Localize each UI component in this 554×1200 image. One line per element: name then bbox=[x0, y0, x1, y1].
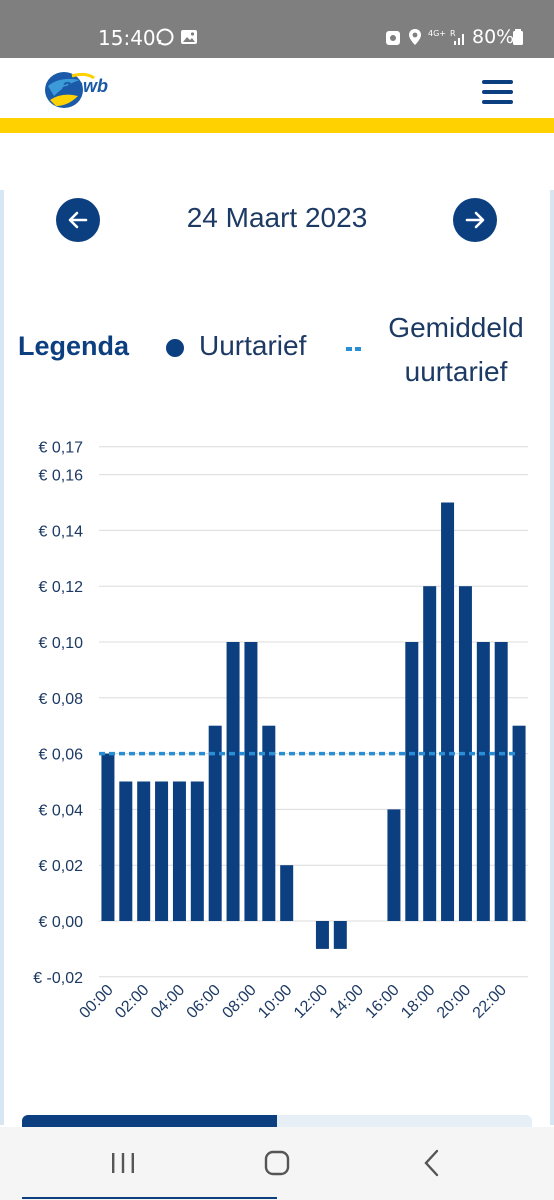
bar[interactable] bbox=[494, 642, 508, 921]
bar[interactable] bbox=[512, 725, 526, 921]
legend-average-label-line1: Gemiddeld bbox=[388, 312, 524, 343]
legend-average-label: Gemiddeld uurtarief bbox=[370, 306, 542, 394]
location-icon bbox=[409, 29, 421, 45]
bar[interactable] bbox=[405, 642, 419, 921]
bar[interactable] bbox=[458, 586, 472, 921]
y-tick-label: € -0,02 bbox=[33, 970, 83, 987]
next-day-button[interactable] bbox=[453, 198, 497, 242]
recent-apps-icon[interactable] bbox=[103, 1147, 143, 1179]
x-tick-label: 00:00 bbox=[76, 982, 116, 1022]
bar[interactable] bbox=[190, 781, 204, 922]
date-label: 24 Maart 2023 bbox=[186, 202, 368, 233]
x-tick-label: 22:00 bbox=[470, 982, 510, 1022]
app-header bbox=[0, 58, 554, 118]
x-tick-label: 14:00 bbox=[327, 982, 367, 1022]
menu-icon-line bbox=[482, 80, 513, 84]
bar[interactable] bbox=[262, 725, 276, 921]
y-tick-label: € 0,10 bbox=[39, 635, 84, 652]
x-tick-label: 12:00 bbox=[291, 982, 331, 1022]
app-notification-icon bbox=[386, 31, 400, 45]
bottom-tab-indicator bbox=[22, 1115, 532, 1127]
bar[interactable] bbox=[315, 921, 329, 949]
content-card bbox=[0, 190, 554, 1125]
x-tick-label: 18:00 bbox=[398, 982, 438, 1022]
legend-average-marker bbox=[346, 347, 362, 351]
x-tick-label: 20:00 bbox=[434, 982, 474, 1022]
y-tick-label: € 0,08 bbox=[39, 691, 84, 708]
back-icon[interactable] bbox=[413, 1147, 453, 1179]
bar[interactable] bbox=[387, 809, 401, 921]
menu-button[interactable] bbox=[480, 78, 516, 106]
y-tick-label: € 0,16 bbox=[39, 468, 84, 485]
x-tick-label: 04:00 bbox=[148, 982, 188, 1022]
y-tick-label: € 0,14 bbox=[39, 523, 84, 540]
system-navigation-bar bbox=[0, 1127, 554, 1200]
previous-day-button[interactable] bbox=[56, 198, 100, 242]
status-bar: 15:40 4G+ R 80% bbox=[0, 0, 554, 58]
menu-icon-line bbox=[482, 100, 513, 104]
signal-icon: 4G+ R bbox=[428, 29, 464, 45]
legend-average-label-line2: uurtarief bbox=[404, 356, 508, 387]
menu-icon-line bbox=[482, 90, 513, 94]
x-tick-label: 08:00 bbox=[219, 982, 259, 1022]
header-accent-bar bbox=[0, 118, 554, 133]
battery-icon bbox=[513, 29, 523, 45]
bar[interactable] bbox=[280, 865, 294, 921]
svg-text:anwb: anwb bbox=[62, 76, 108, 96]
y-tick-label: € 0,12 bbox=[39, 579, 84, 596]
x-tick-label: 10:00 bbox=[255, 982, 295, 1022]
bar[interactable] bbox=[441, 502, 455, 922]
status-time: 15:40 bbox=[98, 26, 156, 50]
y-tick-label: € 0,00 bbox=[39, 914, 84, 931]
bar[interactable] bbox=[476, 642, 490, 921]
battery-percentage: 80% bbox=[472, 26, 515, 48]
svg-text:4G+: 4G+ bbox=[428, 29, 446, 38]
price-bar-chart: € -0,02 € 0,00 € 0,02 € 0,04 € 0,06 € 0,08 € 0… bbox=[33, 440, 528, 1022]
bar[interactable] bbox=[226, 642, 240, 921]
arrow-left-icon bbox=[68, 211, 88, 229]
bar[interactable] bbox=[137, 781, 151, 922]
bar[interactable] bbox=[155, 781, 169, 922]
bar[interactable] bbox=[208, 725, 222, 921]
y-tick-label: € 0,06 bbox=[39, 747, 84, 764]
legend-title: Legenda bbox=[18, 331, 130, 361]
arrow-right-icon bbox=[465, 211, 485, 229]
anwb-logo[interactable]: anwb bbox=[42, 66, 132, 110]
bar[interactable] bbox=[101, 753, 115, 921]
legend-series-label: Uurtarief bbox=[199, 330, 307, 361]
svg-text:R: R bbox=[450, 29, 456, 38]
x-tick-label: 16:00 bbox=[362, 982, 402, 1022]
y-tick-label: € 0,02 bbox=[39, 858, 84, 875]
y-tick-label: € 0,04 bbox=[39, 802, 84, 819]
x-tick-label: 06:00 bbox=[184, 982, 224, 1022]
bar[interactable] bbox=[172, 781, 186, 922]
whatsapp-icon bbox=[156, 28, 174, 46]
y-tick-label: € 0,17 bbox=[39, 440, 84, 457]
home-icon[interactable] bbox=[257, 1147, 297, 1179]
bar[interactable] bbox=[333, 921, 347, 949]
gallery-icon bbox=[181, 30, 197, 44]
bar[interactable] bbox=[119, 781, 133, 922]
legend-series-marker bbox=[166, 339, 184, 357]
x-tick-label: 02:00 bbox=[112, 982, 152, 1022]
bar[interactable] bbox=[244, 642, 258, 921]
